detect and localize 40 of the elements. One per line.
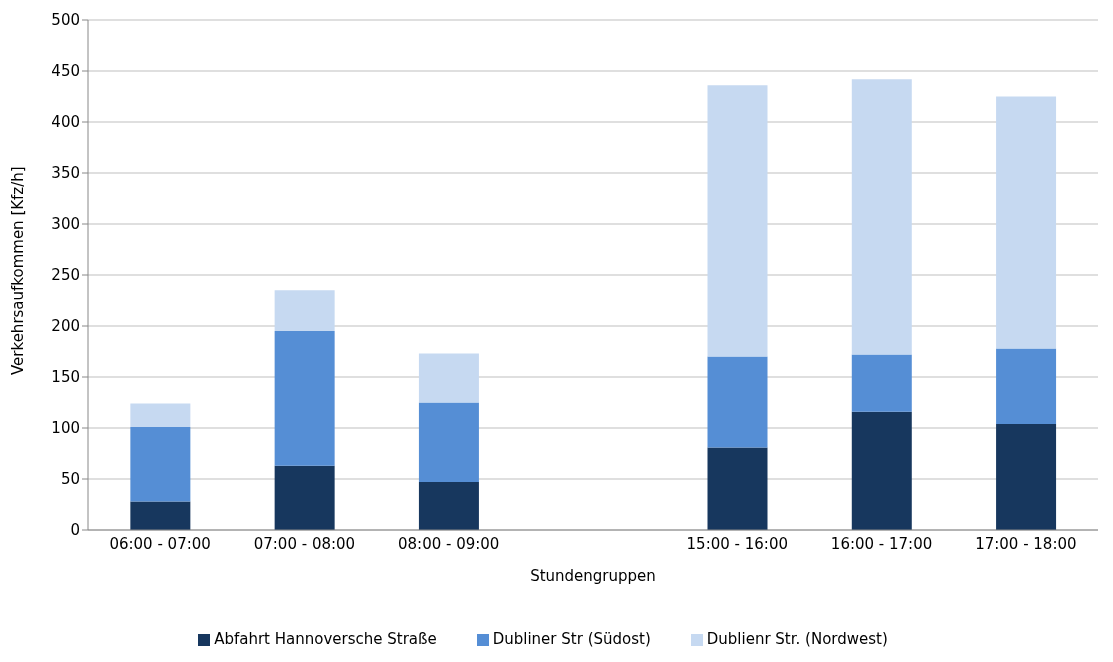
bar [707, 85, 768, 357]
bar [851, 79, 912, 355]
y-tick-label: 0 [70, 521, 80, 540]
bar [418, 482, 479, 530]
legend-label: Dubliner Str (Südost) [492, 630, 651, 648]
y-tick-label: 350 [51, 164, 80, 183]
y-tick-label: 150 [51, 368, 80, 387]
x-tick-label: 06:00 - 07:00 [109, 534, 211, 553]
y-tick-label: 500 [51, 11, 80, 30]
legend-label: Dublienr Str. (Nordwest) [706, 630, 888, 648]
bar [418, 353, 479, 403]
legend-label: Abfahrt Hannoversche Straße [214, 630, 437, 648]
x-tick-label: 07:00 - 08:00 [253, 534, 356, 553]
bar [130, 403, 191, 427]
x-tick-label: 08:00 - 09:00 [398, 534, 500, 553]
bar [418, 402, 479, 483]
bar [274, 331, 335, 466]
y-tick-label: 400 [51, 113, 80, 132]
bar [851, 354, 912, 412]
x-tick-label: 15:00 - 16:00 [686, 534, 788, 553]
y-tick-label: 50 [60, 470, 80, 489]
bar [130, 501, 191, 530]
x-axis-title: Stundengruppen [530, 566, 656, 585]
y-tick-label: 200 [51, 317, 80, 336]
bar [996, 348, 1057, 424]
y-tick-label: 300 [51, 215, 80, 234]
bar [996, 96, 1057, 349]
bar [996, 423, 1057, 530]
x-tick-label: 16:00 - 17:00 [830, 534, 933, 553]
x-tick-label: 17:00 - 18:00 [975, 534, 1077, 553]
bar [707, 356, 768, 448]
bar [274, 290, 335, 332]
y-tick-label: 100 [51, 419, 80, 438]
y-axis-title: Verkehrsaufkommen [Kfz/h] [9, 166, 28, 375]
bar [851, 411, 912, 530]
y-tick-label: 450 [51, 62, 80, 81]
bar [707, 447, 768, 530]
bar [274, 465, 335, 530]
y-tick-label: 250 [51, 266, 80, 285]
bar [130, 426, 191, 502]
